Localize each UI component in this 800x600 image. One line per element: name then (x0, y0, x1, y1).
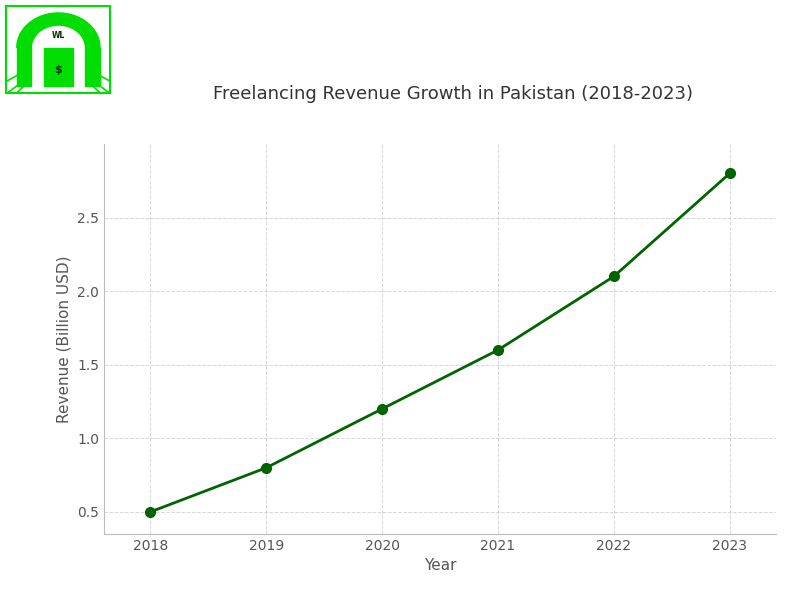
Y-axis label: Revenue (Billion USD): Revenue (Billion USD) (57, 255, 71, 423)
Polygon shape (17, 48, 31, 86)
X-axis label: Year: Year (424, 559, 456, 574)
Polygon shape (17, 13, 100, 48)
Polygon shape (44, 48, 73, 86)
Polygon shape (86, 48, 100, 86)
Text: $: $ (54, 65, 62, 74)
Title: Freelancing Revenue Growth in Pakistan (2018-2023): Freelancing Revenue Growth in Pakistan (… (214, 85, 694, 103)
Text: WL: WL (52, 31, 65, 40)
